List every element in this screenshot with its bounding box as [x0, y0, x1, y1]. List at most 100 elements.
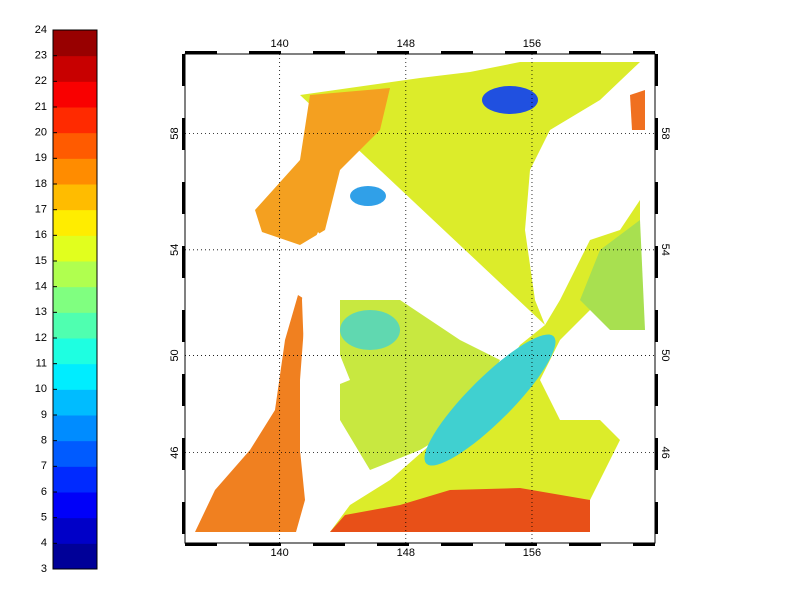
- color-step: [53, 30, 97, 57]
- kuril-cold-band: [424, 334, 556, 466]
- colorbar-tick-label: 23: [35, 50, 47, 62]
- color-step: [53, 209, 97, 236]
- lat-label-right: 54: [659, 244, 671, 256]
- frame-segment: [185, 51, 217, 54]
- frame-segment: [505, 543, 537, 546]
- color-step: [53, 415, 97, 442]
- colorbar-tick-label: 3: [41, 563, 47, 575]
- frame-segment: [313, 543, 345, 546]
- frame-segment: [313, 51, 345, 54]
- warm-east: [630, 90, 645, 130]
- colorbar-tick-label: 20: [35, 127, 47, 139]
- color-step: [53, 286, 97, 313]
- frame-segment: [182, 502, 185, 534]
- colorbar-tick-label: 9: [41, 409, 47, 421]
- color-step: [53, 81, 97, 108]
- color-step: [53, 261, 97, 288]
- colorbar-tick-label: 16: [35, 229, 47, 241]
- lat-label-left: 54: [169, 244, 181, 256]
- colorbar-tick-label: 21: [35, 101, 47, 113]
- frame-segment: [441, 51, 473, 54]
- frame-segment: [249, 51, 281, 54]
- colorbar-tick-label: 19: [35, 152, 47, 164]
- cold-spot-central: [350, 186, 386, 206]
- color-step: [53, 235, 97, 262]
- colorbar-tick-label: 4: [41, 537, 47, 549]
- frame-segment: [655, 310, 658, 342]
- color-step: [53, 363, 97, 390]
- colorbar-tick-label: 7: [41, 460, 47, 472]
- color-step: [53, 312, 97, 339]
- frame-segment: [655, 118, 658, 150]
- colorbar: 3 4 5 6 7 8 9 10 11 12 13 14 15 16 17 18 19 20 21 22 23 24: [35, 24, 98, 575]
- color-step: [53, 184, 97, 211]
- color-step: [53, 389, 97, 416]
- sakhalin: [300, 232, 350, 482]
- warm-south: [330, 488, 590, 532]
- color-step: [53, 543, 97, 570]
- color-step: [53, 492, 97, 519]
- lon-label-bottom: 140: [270, 547, 288, 559]
- frame-segment: [655, 438, 658, 470]
- frame-segment: [569, 51, 601, 54]
- frame-segment: [655, 374, 658, 406]
- colorbar-tick-label: 5: [41, 512, 47, 524]
- frame-segment: [377, 543, 409, 546]
- frame-segment: [377, 51, 409, 54]
- lat-label-left: 46: [169, 446, 181, 458]
- colorbar-tick-label: 6: [41, 486, 47, 498]
- color-step: [53, 55, 97, 82]
- color-step: [53, 132, 97, 159]
- lat-label-right: 58: [659, 127, 671, 139]
- lon-label-top: 140: [270, 38, 288, 50]
- color-step: [53, 107, 97, 134]
- lon-label-top: 148: [397, 38, 415, 50]
- frame-segment: [655, 54, 658, 86]
- map-border: [184, 53, 656, 544]
- frame-segment: [505, 51, 537, 54]
- colorbar-tick-label: 24: [35, 24, 47, 36]
- colorbar-tick-label: 15: [35, 255, 47, 267]
- map-frame: 140 140 148 148 156 156 46 46 50 50 54 54 58 58: [169, 38, 671, 559]
- frame-segment: [441, 543, 473, 546]
- frame-segment: [655, 502, 658, 534]
- east-coast: [580, 220, 645, 330]
- frame-segment: [633, 543, 655, 546]
- frame-segment: [655, 182, 658, 214]
- colorbar-border: [52, 29, 98, 570]
- frame-segment: [249, 543, 281, 546]
- colorbar-tick-label: 12: [35, 332, 47, 344]
- frame-segment: [633, 51, 655, 54]
- lat-label-left: 58: [169, 127, 181, 139]
- colorbar-tick-label: 13: [35, 306, 47, 318]
- lat-label-right: 50: [659, 349, 671, 361]
- frame-segment: [182, 438, 185, 470]
- lat-label-left: 50: [169, 349, 181, 361]
- frame-segment: [182, 118, 185, 150]
- colorbar-tick-label: 22: [35, 75, 47, 87]
- warm-shelf: [255, 88, 390, 245]
- color-step: [53, 440, 97, 467]
- colorbar-tick-label: 17: [35, 204, 47, 216]
- cold-spot-north: [482, 86, 538, 114]
- frame-segment: [182, 246, 185, 278]
- colorbar-tick-label: 14: [35, 281, 47, 293]
- sea: [300, 62, 640, 532]
- sst-field: [185, 54, 655, 543]
- frame-segment: [182, 54, 185, 86]
- lon-label-top: 156: [523, 38, 541, 50]
- warm-west: [195, 295, 306, 532]
- cold-patch: [340, 310, 400, 350]
- color-step: [53, 158, 97, 185]
- frame-segment: [182, 182, 185, 214]
- frame-segment: [569, 543, 601, 546]
- color-step: [53, 338, 97, 365]
- color-step: [53, 466, 97, 493]
- colorbar-tick-label: 11: [36, 358, 47, 370]
- frame-segment: [182, 374, 185, 406]
- frame-segment: [655, 246, 658, 278]
- lat-label-right: 46: [659, 446, 671, 458]
- colorbar-tick-label: 8: [41, 435, 47, 447]
- colorbar-tick-label: 10: [35, 383, 47, 395]
